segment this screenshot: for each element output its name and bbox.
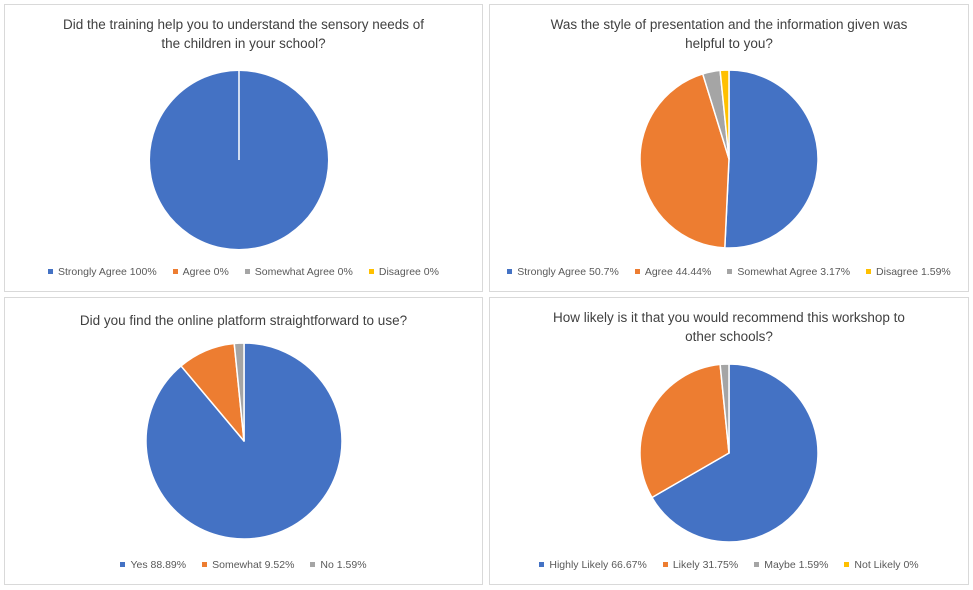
legend-label: Likely 31.75% — [672, 559, 739, 571]
chart-title-line: Was the style of presentation and the in… — [550, 17, 908, 32]
legend-swatch — [634, 268, 640, 274]
legend-swatch — [507, 268, 513, 274]
legend-entry: Somewhat Agree 0% — [244, 266, 353, 278]
pie-slice-no — [233, 342, 245, 442]
legend-label: Highly Likely 66.67% — [549, 559, 647, 571]
legend-swatch — [172, 268, 178, 274]
legend-label: No 1.59% — [320, 559, 367, 571]
legend-entry: No 1.59% — [310, 559, 367, 571]
chart-panel-sensory-needs: Did the training help you to understand … — [4, 4, 483, 292]
legend-entry: Agree 0% — [172, 266, 229, 278]
legend-label: Agree 0% — [182, 266, 229, 278]
legend-swatch — [244, 268, 250, 274]
pie-chart — [150, 71, 328, 249]
chart-title: Did the training help you to understand … — [45, 15, 442, 53]
legend-entry: Not Likely 0% — [844, 559, 919, 571]
chart-panel-presentation-style: Was the style of presentation and the in… — [489, 4, 969, 292]
chart-title-line: the children in your school? — [161, 36, 326, 51]
legend-swatch — [539, 561, 545, 567]
legend-label: Strongly Agree 100% — [58, 266, 157, 278]
legend-entry: Strongly Agree 100% — [48, 266, 157, 278]
chart-title-line: helpful to you? — [685, 36, 773, 51]
legend-swatch — [754, 561, 760, 567]
chart-panel-online-platform: Did you find the online platform straigh… — [4, 297, 483, 585]
legend-entry: Somewhat Agree 3.17% — [727, 266, 850, 278]
legend-entry: Maybe 1.59% — [754, 559, 828, 571]
legend-label: Somewhat Agree 0% — [254, 266, 353, 278]
chart-legend: Highly Likely 66.67% Likely 31.75% Maybe 1… — [490, 559, 968, 571]
legend-entry: Highly Likely 66.67% — [539, 559, 647, 571]
legend-label: Somewhat Agree 3.17% — [737, 266, 851, 278]
legend-swatch — [866, 268, 872, 274]
chart-title-line: other schools? — [685, 329, 773, 344]
chart-legend: Strongly Agree 100% Agree 0% Somewhat Agre… — [5, 266, 482, 278]
legend-swatch — [844, 561, 850, 567]
legend-swatch — [120, 561, 126, 567]
legend-entry: Disagree 1.59% — [866, 266, 951, 278]
chart-legend: Yes 88.89% Somewhat 9.52% No 1.59% — [5, 559, 482, 571]
legend-label: Disagree 1.59% — [876, 266, 951, 278]
chart-title: Was the style of presentation and the in… — [530, 15, 928, 53]
legend-swatch — [310, 561, 316, 567]
legend-swatch — [368, 268, 374, 274]
pie-slice-likely — [639, 363, 730, 499]
pie-slice-highly-likely — [651, 363, 819, 543]
chart-legend: Strongly Agree 50.7% Agree 44.44% Somewhat… — [490, 266, 968, 278]
legend-label: Somewhat 9.52% — [212, 559, 295, 571]
pie-slice-maybe — [719, 363, 730, 454]
legend-label: Disagree 0% — [378, 266, 439, 278]
legend-label: Strongly Agree 50.7% — [517, 266, 619, 278]
legend-swatch — [727, 268, 733, 274]
pie-chart — [639, 363, 819, 543]
chart-title: How likely is it that you would recommen… — [530, 308, 928, 346]
pie-chart — [639, 69, 819, 249]
legend-entry: Yes 88.89% — [120, 559, 186, 571]
legend-entry: Likely 31.75% — [662, 559, 739, 571]
pie-chart — [145, 342, 343, 540]
pie-slice-agree — [639, 73, 730, 249]
legend-swatch — [662, 561, 668, 567]
chart-panel-recommend-workshop: How likely is it that you would recommen… — [489, 297, 969, 585]
legend-label: Yes 88.89% — [130, 559, 187, 571]
legend-label: Agree 44.44% — [644, 266, 712, 278]
legend-swatch — [202, 561, 208, 567]
chart-title-line: Did the training help you to understand … — [63, 17, 424, 32]
pie-slice-disagree — [719, 69, 730, 160]
legend-label: Maybe 1.59% — [764, 559, 829, 571]
pie-slice-strongly-agree — [724, 69, 819, 249]
legend-entry: Strongly Agree 50.7% — [507, 266, 619, 278]
chart-title-line: Did you find the online platform straigh… — [79, 313, 408, 328]
chart-title-line: How likely is it that you would recommen… — [553, 310, 905, 325]
legend-swatch — [48, 268, 54, 274]
chart-title: Did you find the online platform straigh… — [45, 311, 442, 330]
legend-entry: Disagree 0% — [368, 266, 439, 278]
legend-entry: Somewhat 9.52% — [202, 559, 294, 571]
legend-label: Not Likely 0% — [854, 559, 919, 571]
legend-entry: Agree 44.44% — [634, 266, 712, 278]
